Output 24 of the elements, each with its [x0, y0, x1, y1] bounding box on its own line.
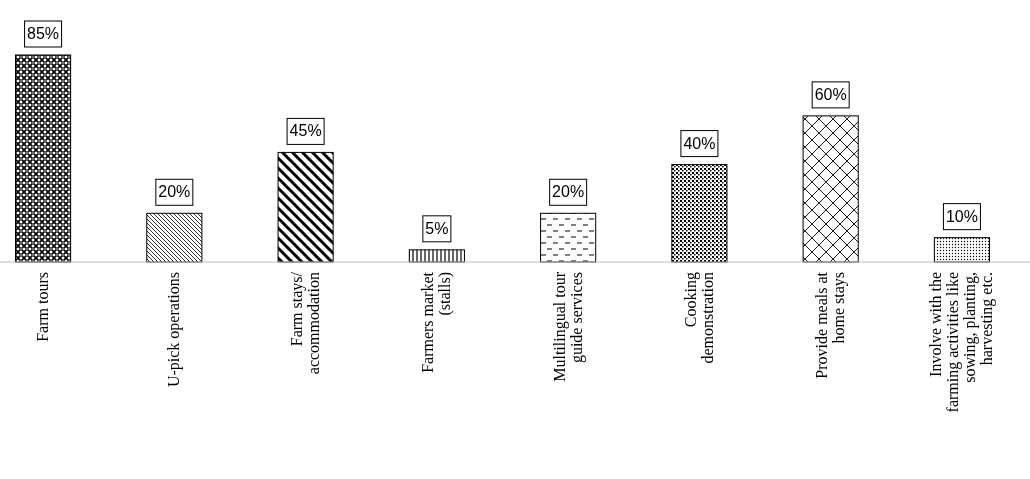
data-label: 45% [289, 122, 322, 140]
bar [277, 151, 334, 263]
x-tick-label: U-pick operations [165, 272, 184, 388]
data-label: 10% [945, 207, 978, 225]
data-label: 20% [552, 183, 585, 201]
data-label: 5% [425, 219, 449, 237]
x-tick-label: Multilingual tour guide services [550, 271, 586, 382]
data-label: 60% [814, 85, 847, 103]
bar [802, 115, 859, 263]
data-label: 20% [158, 183, 191, 201]
x-tick-label: Farm stays/ accommodation [288, 271, 323, 375]
bar [671, 164, 728, 263]
x-tick-label: Cooking demonstration [681, 272, 716, 364]
x-tick-label: Farmers market (stalls) [419, 271, 455, 373]
data-label: 40% [683, 134, 716, 152]
bar [408, 249, 465, 263]
x-tick-label: Provide meals at home stays [813, 271, 849, 379]
bar [146, 212, 203, 263]
bar [15, 54, 72, 263]
x-tick-label: Involve with the farming activities like sowing, planting, harvesting etc. [927, 272, 997, 413]
bar [540, 212, 597, 263]
bar [933, 237, 990, 263]
data-label: 85% [27, 25, 60, 42]
x-tick-label: Farm tours [34, 272, 52, 342]
